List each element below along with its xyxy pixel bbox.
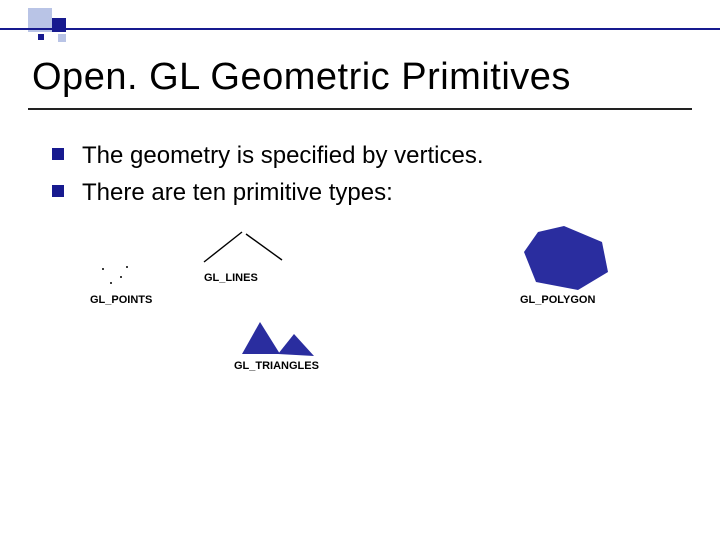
bullet-icon xyxy=(52,185,64,197)
top-rule xyxy=(0,28,720,34)
gl-polygon-label: GL_POLYGON xyxy=(520,294,595,306)
deco-square-small-1 xyxy=(58,34,66,42)
point-dot xyxy=(110,282,112,284)
slide-title: Open. GL Geometric Primitives xyxy=(32,56,571,99)
gl-triangles-svg xyxy=(230,314,350,360)
gl-triangles-group: GL_TRIANGLES xyxy=(230,314,350,374)
gl-lines-label: GL_LINES xyxy=(204,272,258,284)
gl-triangles-label: GL_TRIANGLES xyxy=(234,360,319,372)
title-underline xyxy=(28,108,692,110)
deco-square-small-2 xyxy=(38,34,44,40)
gl-lines-group: GL_LINES xyxy=(186,228,306,278)
slide: Open. GL Geometric Primitives The geomet… xyxy=(0,0,720,540)
slide-body: The geometry is specified by vertices. T… xyxy=(52,140,672,214)
gl-polygon-svg xyxy=(510,224,630,294)
bullet-item: There are ten primitive types: xyxy=(52,177,672,208)
gl-lines-svg xyxy=(186,228,306,272)
point-dot xyxy=(102,268,104,270)
primitives-diagram: GL_POINTS GL_LINES GL_TRIANGLES GL_POLYG… xyxy=(90,228,650,388)
gl-points-label: GL_POINTS xyxy=(90,294,152,306)
point-dot xyxy=(120,276,122,278)
bullet-icon xyxy=(52,148,64,160)
top-rule-line xyxy=(0,28,720,30)
bullet-text: The geometry is specified by vertices. xyxy=(82,140,484,171)
gl-polygon-group: GL_POLYGON xyxy=(510,224,630,304)
bullet-item: The geometry is specified by vertices. xyxy=(52,140,672,171)
bullet-text: There are ten primitive types: xyxy=(82,177,393,208)
point-dot xyxy=(126,266,128,268)
